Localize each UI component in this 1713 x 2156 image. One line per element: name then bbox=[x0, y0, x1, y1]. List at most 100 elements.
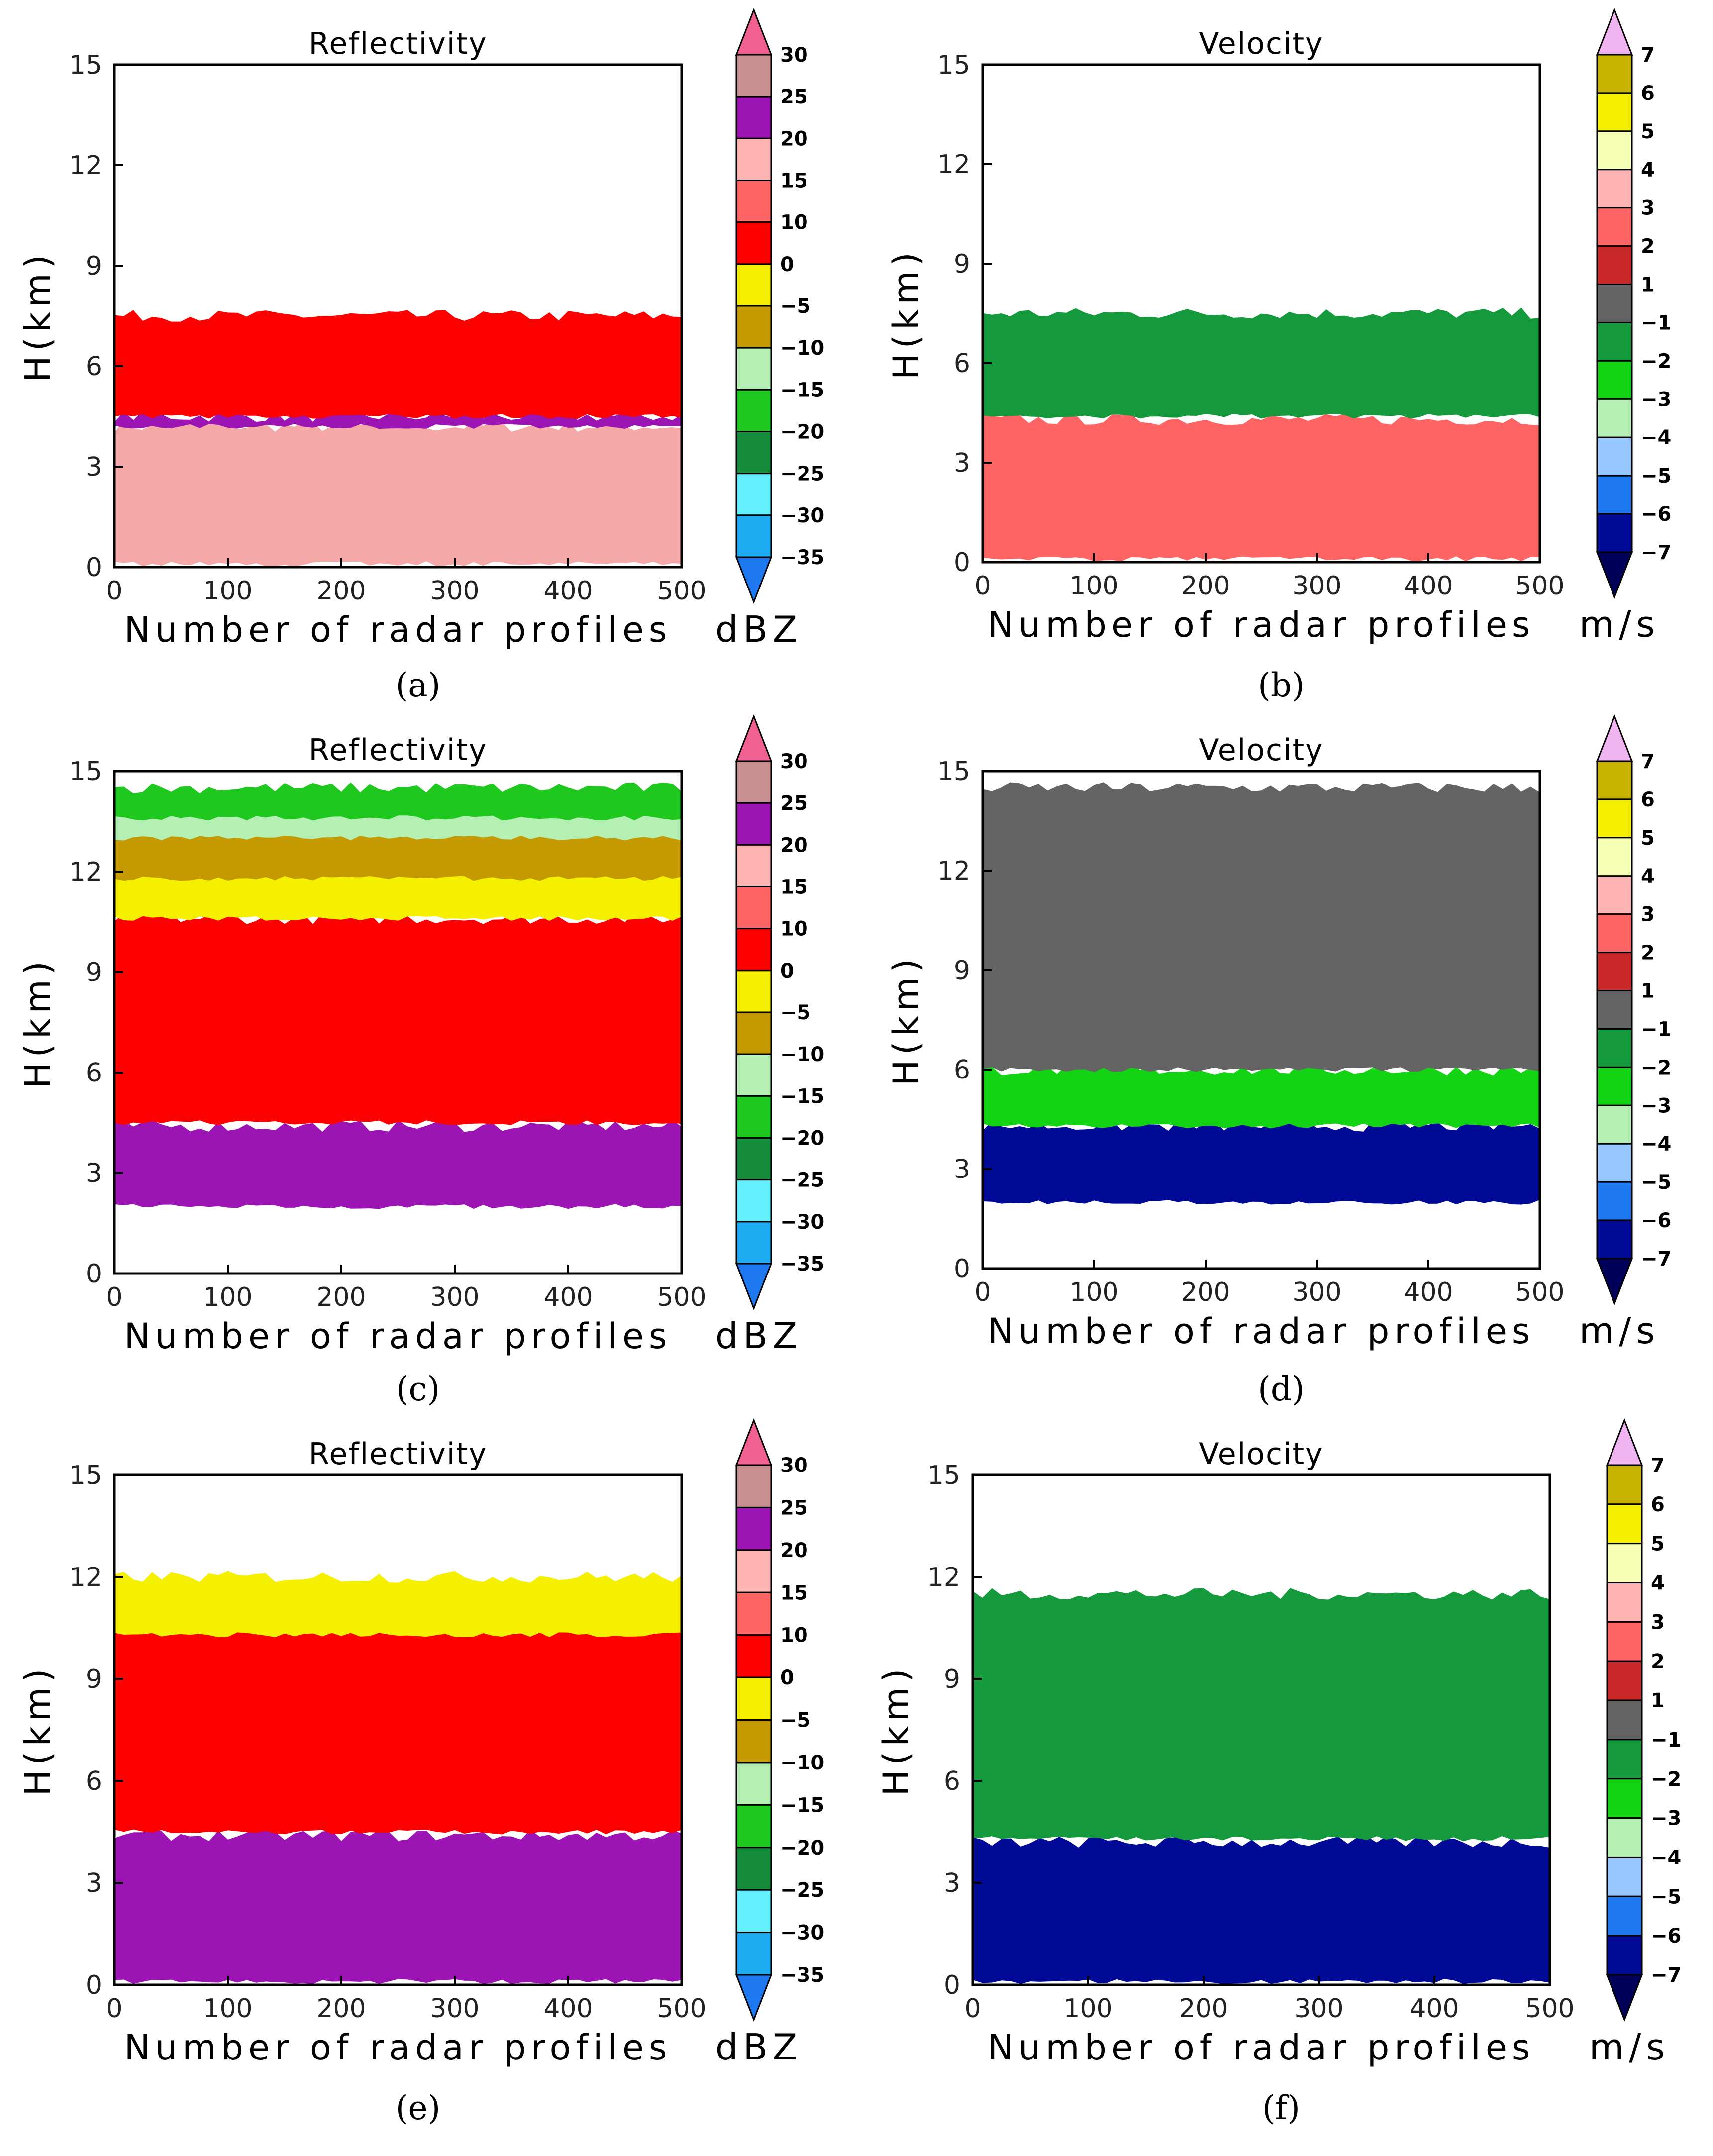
colorbar-cell bbox=[735, 1506, 772, 1551]
y-tick-label: 15 bbox=[69, 757, 102, 786]
colorbar-cell bbox=[1596, 913, 1633, 954]
colorbar-label: −6 bbox=[1641, 503, 1671, 526]
y-tick-label: 0 bbox=[944, 1970, 960, 2000]
y-tick-label: 3 bbox=[86, 1868, 102, 1898]
colorbar-label: 20 bbox=[780, 834, 808, 857]
colorbar-label: −35 bbox=[780, 1253, 824, 1275]
colorbar-unit: dBZ bbox=[715, 608, 802, 650]
data-layer bbox=[983, 307, 1540, 419]
colorbar-cell bbox=[1606, 1621, 1643, 1662]
panel-caption: (d) bbox=[1258, 1370, 1305, 1408]
x-tick-label: 400 bbox=[1404, 1277, 1453, 1307]
panel-caption: (f) bbox=[1262, 2089, 1300, 2127]
colorbar-cell bbox=[735, 844, 772, 888]
colorbar-cell bbox=[1606, 1739, 1643, 1780]
data-layer bbox=[114, 822, 682, 881]
y-tick-label: 9 bbox=[954, 956, 970, 985]
colorbar-label: −10 bbox=[780, 1043, 824, 1066]
colorbar-unit: m/s bbox=[1589, 2026, 1670, 2068]
colorbar-cell bbox=[735, 305, 772, 349]
colorbar-label: 2 bbox=[1651, 1650, 1665, 1673]
colorbar-cell bbox=[1606, 1895, 1643, 1937]
colorbar-label: −25 bbox=[780, 1879, 824, 1902]
colorbar-cell bbox=[1596, 1143, 1633, 1183]
y-tick-label: 9 bbox=[86, 958, 102, 987]
colorbar-cell bbox=[1606, 1699, 1643, 1741]
colorbar-label: −5 bbox=[780, 1001, 810, 1024]
colorbar-cell bbox=[735, 1804, 772, 1849]
colorbar-unit: m/s bbox=[1579, 603, 1660, 645]
colorbar-cell bbox=[735, 1137, 772, 1181]
x-tick-label: 200 bbox=[316, 1994, 366, 2024]
colorbar-cell bbox=[1596, 1066, 1633, 1106]
colorbar-cell bbox=[735, 431, 772, 475]
colorbar-label: 20 bbox=[780, 1539, 808, 1562]
panel-title: Velocity bbox=[1199, 26, 1323, 61]
y-tick-label: 15 bbox=[927, 1461, 960, 1490]
y-tick-label: 6 bbox=[86, 1058, 102, 1088]
colorbar-cell bbox=[1606, 1817, 1643, 1858]
colorbar-label: 1 bbox=[1641, 274, 1655, 296]
colorbar-label: 0 bbox=[780, 960, 794, 982]
colorbar-cell bbox=[1596, 360, 1633, 400]
x-tick-label: 100 bbox=[203, 1994, 252, 2024]
colorbar-cell bbox=[735, 1847, 772, 1891]
colorbar-label: 3 bbox=[1641, 903, 1655, 926]
x-tick-label: 500 bbox=[1525, 1994, 1574, 2024]
y-tick-label: 0 bbox=[86, 1970, 102, 2000]
data-layer bbox=[114, 913, 682, 1126]
colorbar-label: −20 bbox=[780, 1127, 824, 1150]
x-tick-label: 400 bbox=[1410, 1994, 1459, 2024]
colorbar-cell bbox=[735, 1719, 772, 1764]
x-axis-label: Number of radar profiles bbox=[124, 1316, 672, 1357]
x-tick-label: 200 bbox=[1181, 1277, 1230, 1307]
plot-area bbox=[114, 782, 682, 1209]
y-tick-label: 3 bbox=[954, 448, 970, 478]
colorbar-label: 10 bbox=[780, 1624, 808, 1647]
colorbar-label: 6 bbox=[1641, 82, 1655, 105]
colorbar-label: −7 bbox=[1641, 541, 1671, 564]
colorbar-cell bbox=[1596, 875, 1633, 915]
x-tick-label: 200 bbox=[1179, 1994, 1228, 2024]
colorbar-label: 2 bbox=[1641, 235, 1655, 258]
colorbar: 7 6 5 4 3 2 1 −1 −2 −3 −4 −5 −6 −7 m/s bbox=[1579, 714, 1671, 1352]
colorbar-cell bbox=[735, 96, 772, 139]
colorbar-label: 4 bbox=[1641, 159, 1655, 182]
colorbar-label: 30 bbox=[780, 750, 808, 773]
colorbar-cell bbox=[735, 928, 772, 972]
colorbar-cell bbox=[1596, 837, 1633, 877]
plot-area bbox=[983, 307, 1540, 562]
colorbar: 7 6 5 4 3 2 1 −1 −2 −3 −4 −5 −6 −7 m/s bbox=[1579, 7, 1671, 645]
colorbar-label: 5 bbox=[1641, 827, 1655, 850]
x-axis-label: Number of radar profiles bbox=[988, 1311, 1535, 1352]
y-tick-label: 6 bbox=[954, 1055, 970, 1085]
y-tick-label: 0 bbox=[86, 1259, 102, 1289]
colorbar-label: 7 bbox=[1641, 750, 1655, 773]
x-tick-label: 100 bbox=[1069, 1277, 1118, 1307]
colorbar-cell bbox=[735, 1053, 772, 1097]
panel-caption: (c) bbox=[396, 1370, 440, 1408]
colorbar-label: 1 bbox=[1641, 980, 1655, 1003]
colorbar-cell bbox=[1596, 513, 1633, 553]
colorbar-cell bbox=[1596, 130, 1633, 171]
y-tick-label: 15 bbox=[69, 50, 102, 80]
y-tick-label: 6 bbox=[86, 352, 102, 382]
y-axis-label: H(km) bbox=[17, 250, 58, 382]
colorbar-cell bbox=[1596, 952, 1633, 992]
data-layer bbox=[114, 1829, 682, 1984]
colorbar-bottom-arrow bbox=[735, 556, 773, 604]
x-tick-label: 400 bbox=[543, 1282, 593, 1312]
x-tick-label: 0 bbox=[974, 571, 991, 601]
data-layer bbox=[114, 782, 682, 821]
y-tick-label: 12 bbox=[937, 856, 970, 886]
colorbar-bottom-arrow bbox=[1596, 551, 1633, 599]
y-tick-label: 6 bbox=[86, 1766, 102, 1796]
colorbar-label: 30 bbox=[780, 1454, 808, 1477]
y-tick-label: 6 bbox=[944, 1766, 960, 1796]
x-tick-label: 100 bbox=[203, 1282, 252, 1312]
colorbar-cell bbox=[735, 802, 772, 846]
panel-title: Reflectivity bbox=[308, 26, 487, 61]
y-axis-label: H(km) bbox=[17, 956, 58, 1088]
y-axis-label: H(km) bbox=[886, 954, 926, 1086]
